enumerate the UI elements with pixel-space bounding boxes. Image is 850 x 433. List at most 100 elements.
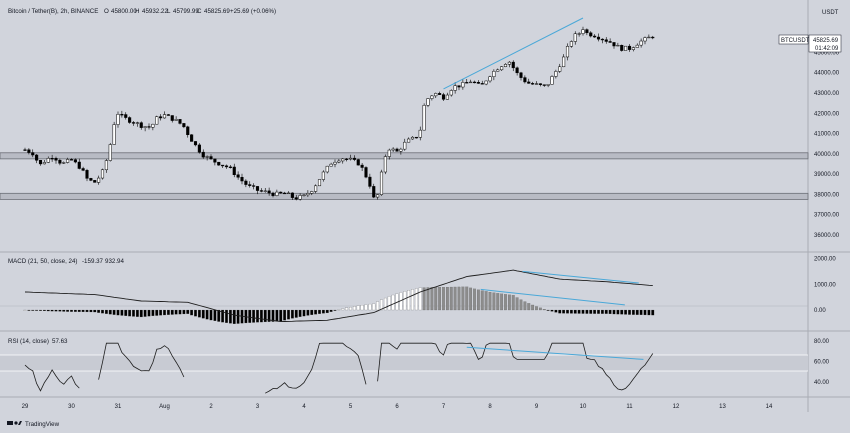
candle-body <box>100 169 105 179</box>
macd-histogram-bar <box>573 309 577 314</box>
macd-label[interactable]: MACD (21, 50, close, 24) <box>8 258 77 265</box>
macd-histogram-bar <box>108 309 112 315</box>
macd-histogram-bar <box>147 309 151 317</box>
candle-body <box>232 166 236 175</box>
rsi-axis-ticks: 80.00 60.00 40.00 <box>814 339 830 386</box>
candle-body <box>356 159 360 166</box>
macd-histogram-bar <box>287 309 290 320</box>
time-tick-label: 31 <box>115 404 122 410</box>
candle-body <box>294 197 298 200</box>
macd-histogram-bar <box>101 309 104 314</box>
candle-body <box>507 61 511 65</box>
macd-histogram-bar <box>259 309 263 323</box>
macd-histogram-bar <box>426 287 430 311</box>
candle-body <box>585 29 589 34</box>
macd-histogram-bar <box>453 286 457 311</box>
candle-body <box>255 186 260 191</box>
candle-body <box>89 178 93 181</box>
candle-body <box>515 67 519 74</box>
candle-body <box>337 160 341 163</box>
macd-histogram-bar <box>62 309 66 312</box>
candle-body <box>612 42 616 47</box>
macd-histogram-bar <box>89 309 93 313</box>
macd-histogram-bar <box>507 294 511 311</box>
time-tick-label: 8 <box>488 404 492 410</box>
macd-histogram-bar <box>85 309 89 313</box>
macd-histogram-bar <box>593 309 597 314</box>
macd-line-trendline <box>522 270 639 284</box>
candle-body <box>360 164 364 168</box>
macd-histogram-bar <box>531 304 535 311</box>
candle-body <box>139 122 143 128</box>
macd-histogram-bar <box>523 301 527 311</box>
candle-body <box>58 159 62 164</box>
candle-body <box>317 179 322 187</box>
candle-body <box>116 114 120 125</box>
macd-histogram-bar <box>97 309 101 313</box>
macd-histogram-bar <box>306 309 310 316</box>
time-tick-label: 29 <box>22 404 29 410</box>
time-tick-label: 2 <box>209 404 213 410</box>
candle-body <box>399 148 403 152</box>
price-tick-label: 36000.00 <box>814 233 840 239</box>
macd-histogram-bar <box>620 309 624 315</box>
candle-body <box>310 191 314 194</box>
candle-body <box>35 154 39 161</box>
candle-body <box>492 70 496 77</box>
time-tick-label: Aug <box>159 404 170 410</box>
candle-body <box>627 45 632 50</box>
macd-histogram-bar <box>380 299 383 311</box>
macd-histogram-bar <box>356 305 360 311</box>
macd-histogram-bar <box>325 309 329 314</box>
last-price-badge-bg <box>808 34 842 53</box>
macd-histogram-bar <box>554 309 558 313</box>
macd-histogram-bar <box>476 289 480 311</box>
candle-body <box>155 116 159 125</box>
macd-histogram-bar <box>174 309 178 315</box>
candle-body <box>217 161 221 166</box>
macd-histogram-bar <box>527 303 531 311</box>
candle-body <box>279 191 283 194</box>
chart-symbol[interactable]: Bitcoin / Tether(B), 2h, BINANCE <box>8 8 98 15</box>
candle-body <box>147 126 151 128</box>
candle-body <box>608 41 612 43</box>
macd-histogram-bar <box>511 295 515 311</box>
candle-body <box>42 162 46 165</box>
macd-histogram-bar <box>271 309 275 322</box>
macd-histogram-bar <box>469 287 473 311</box>
candle-body <box>554 71 558 77</box>
macd-histogram-bar <box>538 307 542 311</box>
macd-histogram-bar <box>120 309 124 316</box>
macd-histogram-bar <box>217 309 221 322</box>
candle-body <box>476 82 480 84</box>
candle-body <box>228 166 232 168</box>
rsi-label[interactable]: RSI (14, close) <box>8 338 49 345</box>
ohlc-close-label: C <box>197 8 202 15</box>
macd-histogram-bar <box>151 309 155 316</box>
candle-body <box>453 85 457 91</box>
candle-body <box>104 160 108 171</box>
candle-body <box>558 66 562 72</box>
candle-body <box>600 38 604 41</box>
macd-histogram-bar <box>411 289 414 311</box>
candle-body <box>620 44 624 51</box>
macd-histogram-bar <box>318 309 321 314</box>
candle-body <box>546 84 550 86</box>
candle-body <box>162 114 167 119</box>
candle-body <box>120 114 124 116</box>
footer-brand: TradingView <box>25 421 60 428</box>
macd-histogram <box>23 286 655 324</box>
macd-histogram-bar <box>182 309 186 315</box>
candle-body <box>395 148 399 152</box>
macd-histogram-bar <box>519 299 523 311</box>
macd-histogram-bar <box>209 309 213 321</box>
price-tick-label: 45000.00 <box>814 50 840 56</box>
candle-body <box>221 164 225 167</box>
macd-histogram-bar <box>550 309 554 312</box>
candle-body <box>77 161 81 169</box>
candle-body <box>50 158 54 160</box>
candle-body <box>209 156 213 160</box>
candle-body <box>511 61 515 69</box>
